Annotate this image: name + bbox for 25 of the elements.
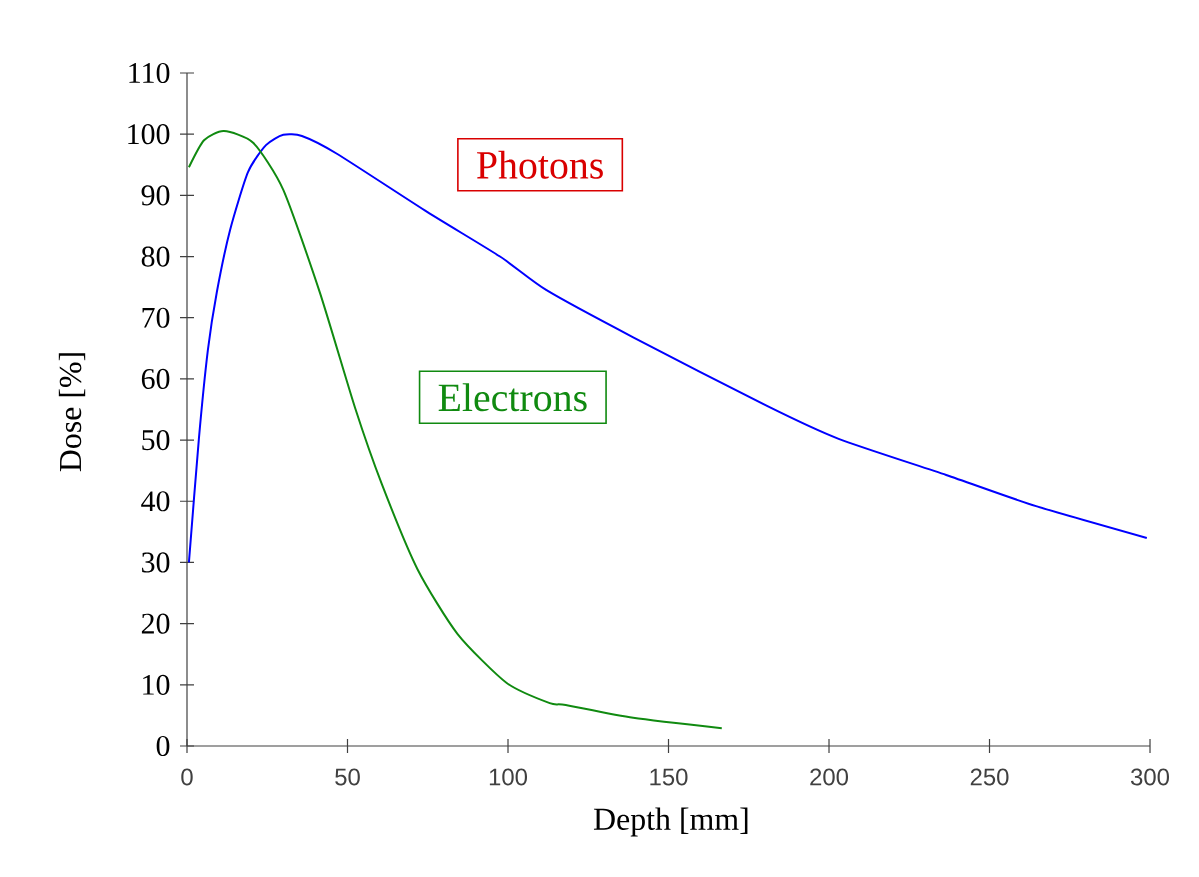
y-tick-label: 80 (141, 246, 170, 267)
x-axis-title: Depth [mm] (593, 807, 748, 837)
x-tick-label: 100 (489, 768, 527, 786)
line-series (187, 133, 1148, 564)
y-tick-label: 100 (128, 124, 170, 145)
y-tick-label: 30 (142, 552, 170, 573)
y-tick-label: 50 (142, 430, 170, 451)
y-tick-label: 90 (141, 185, 170, 206)
x-tick-label: 300 (1130, 768, 1170, 786)
y-tick-label: 110 (129, 62, 170, 84)
x-tick-label: 50 (335, 768, 360, 786)
x-tick-label: 250 (970, 768, 1009, 786)
series-label: Electrons (438, 383, 587, 412)
line-series (187, 130, 723, 730)
x-tick-label: 200 (810, 768, 849, 786)
x-tick-label: 150 (650, 768, 688, 786)
x-tick-label: 0 (181, 768, 193, 786)
y-tick-label: 10 (143, 674, 170, 695)
y-tick-label: 60 (141, 368, 170, 389)
y-tick-label: 20 (141, 613, 170, 634)
y-tick-label: 70 (142, 307, 170, 328)
y-axis-title: Dose [%] (58, 353, 86, 472)
series-label: Photons (477, 150, 603, 179)
y-tick-label: 0 (156, 735, 170, 757)
y-tick-label: 40 (141, 491, 170, 512)
